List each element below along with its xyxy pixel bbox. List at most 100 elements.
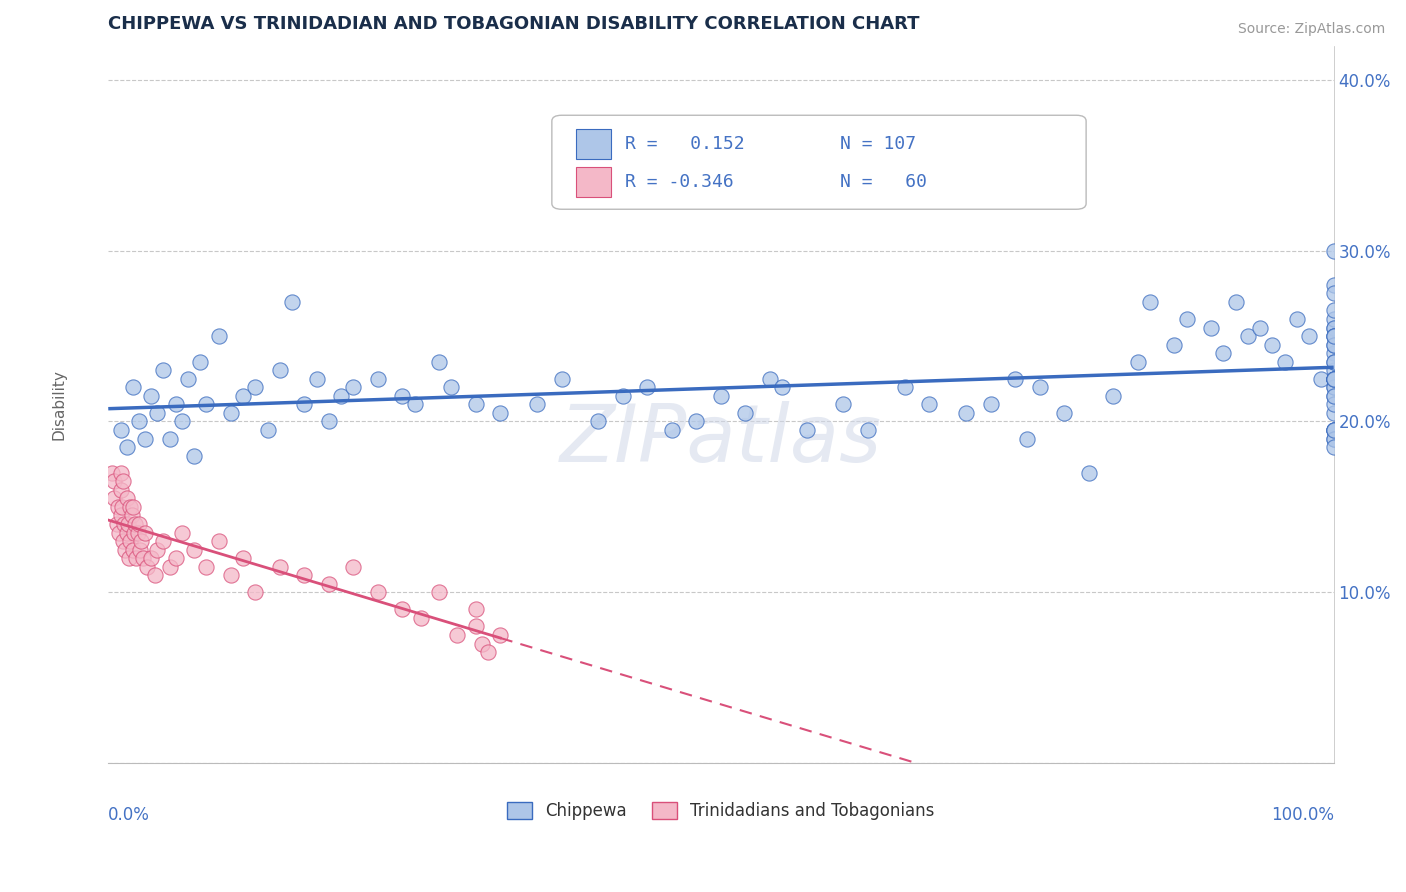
Point bbox=[1323, 354, 1346, 368]
Point bbox=[955, 406, 977, 420]
Point bbox=[118, 551, 141, 566]
Point bbox=[269, 363, 291, 377]
Point bbox=[128, 415, 150, 429]
Point bbox=[1199, 320, 1222, 334]
Point bbox=[471, 636, 494, 650]
Point bbox=[281, 294, 304, 309]
Point bbox=[105, 516, 128, 531]
Point bbox=[110, 508, 132, 523]
Point bbox=[685, 415, 707, 429]
Point bbox=[256, 423, 278, 437]
Point bbox=[1323, 320, 1346, 334]
Point bbox=[1310, 372, 1333, 386]
Point bbox=[1323, 277, 1346, 292]
Point bbox=[111, 500, 134, 514]
Text: R = -0.346: R = -0.346 bbox=[626, 173, 734, 191]
Point bbox=[141, 389, 163, 403]
Point bbox=[1139, 294, 1161, 309]
Point bbox=[464, 602, 486, 616]
Point bbox=[526, 397, 548, 411]
Point bbox=[131, 534, 153, 549]
Point bbox=[120, 500, 142, 514]
Point bbox=[127, 525, 149, 540]
Point bbox=[1323, 372, 1346, 386]
Point bbox=[121, 508, 143, 523]
Point bbox=[1323, 380, 1346, 394]
Point bbox=[305, 372, 328, 386]
Point bbox=[588, 415, 610, 429]
Point bbox=[114, 542, 136, 557]
Point bbox=[232, 389, 254, 403]
Point bbox=[1323, 440, 1346, 454]
Point bbox=[141, 551, 163, 566]
Point bbox=[1028, 380, 1050, 394]
Bar bbox=[576, 128, 610, 159]
Point bbox=[636, 380, 658, 394]
Point bbox=[152, 534, 174, 549]
Point bbox=[159, 432, 181, 446]
Text: CHIPPEWA VS TRINIDADIAN AND TOBAGONIAN DISABILITY CORRELATION CHART: CHIPPEWA VS TRINIDADIAN AND TOBAGONIAN D… bbox=[108, 15, 920, 33]
Point bbox=[245, 380, 267, 394]
Point bbox=[918, 397, 941, 411]
Point bbox=[427, 354, 450, 368]
Point bbox=[1323, 337, 1346, 351]
Point bbox=[980, 397, 1002, 411]
Point bbox=[188, 354, 211, 368]
Point bbox=[110, 483, 132, 497]
Point bbox=[1163, 337, 1185, 351]
Point bbox=[367, 585, 389, 599]
Point bbox=[1261, 337, 1284, 351]
Point bbox=[129, 542, 152, 557]
Point bbox=[1323, 389, 1346, 403]
Point bbox=[1323, 372, 1346, 386]
Text: 100.0%: 100.0% bbox=[1271, 806, 1334, 824]
Point bbox=[1126, 354, 1149, 368]
Point bbox=[1249, 320, 1271, 334]
Point bbox=[832, 397, 855, 411]
Point bbox=[195, 559, 218, 574]
Point bbox=[1323, 244, 1346, 258]
Point bbox=[131, 551, 153, 566]
Point bbox=[1323, 312, 1346, 326]
Point bbox=[1323, 423, 1346, 437]
Point bbox=[1102, 389, 1125, 403]
Point bbox=[110, 423, 132, 437]
Point bbox=[367, 372, 389, 386]
Point bbox=[1323, 372, 1346, 386]
Point bbox=[1323, 303, 1346, 318]
Point bbox=[550, 372, 572, 386]
Point bbox=[446, 628, 468, 642]
Point bbox=[165, 551, 187, 566]
Point bbox=[489, 406, 512, 420]
Point bbox=[1004, 372, 1026, 386]
Point bbox=[856, 423, 879, 437]
Point bbox=[292, 568, 315, 582]
Point bbox=[710, 389, 733, 403]
Point bbox=[342, 559, 364, 574]
Point bbox=[134, 432, 156, 446]
Point bbox=[207, 329, 229, 343]
Point bbox=[1053, 406, 1076, 420]
Text: N =   60: N = 60 bbox=[839, 173, 927, 191]
Point bbox=[409, 611, 432, 625]
Point bbox=[134, 525, 156, 540]
Point bbox=[734, 406, 756, 420]
Point bbox=[770, 380, 793, 394]
Point bbox=[219, 568, 242, 582]
Text: ZIPatlas: ZIPatlas bbox=[560, 401, 882, 479]
Point bbox=[1323, 329, 1346, 343]
Point bbox=[404, 397, 426, 411]
Point bbox=[391, 389, 413, 403]
Point bbox=[195, 397, 218, 411]
Point bbox=[1323, 423, 1346, 437]
Point bbox=[245, 585, 267, 599]
Point bbox=[115, 491, 138, 506]
Point bbox=[1077, 466, 1099, 480]
Point bbox=[207, 534, 229, 549]
Text: R =   0.152: R = 0.152 bbox=[626, 135, 745, 153]
Point bbox=[612, 389, 634, 403]
Point bbox=[269, 559, 291, 574]
Point bbox=[170, 525, 193, 540]
Point bbox=[232, 551, 254, 566]
Point bbox=[1323, 432, 1346, 446]
